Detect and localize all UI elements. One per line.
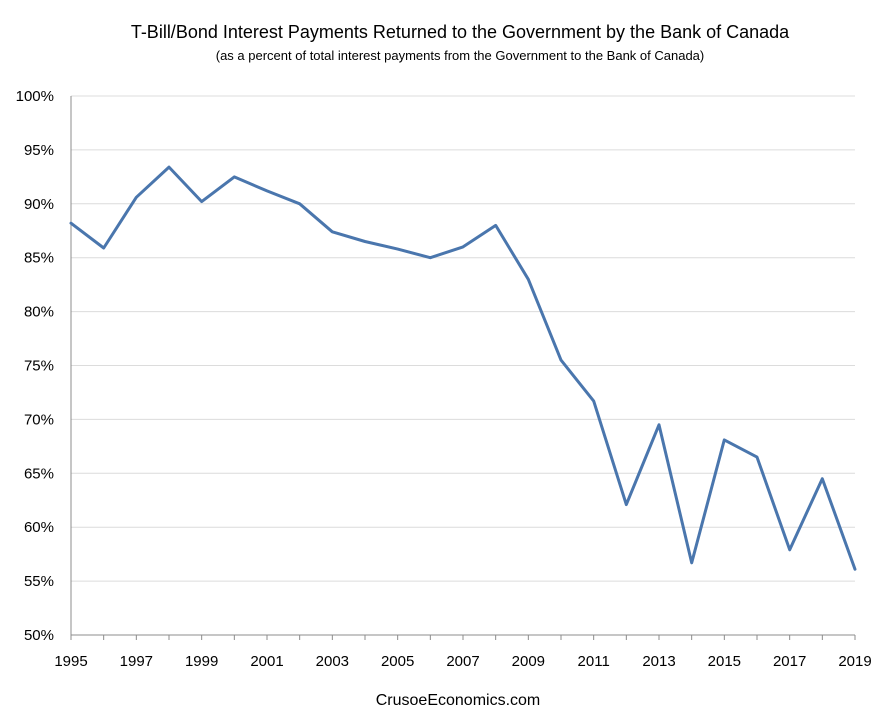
y-tick-labels: 50% 55% 60% 65% 70% 75% 80% 85% 90% 95% 100%	[16, 88, 54, 644]
x-tick-label: 2001	[250, 653, 283, 670]
y-tick-label: 75%	[24, 358, 54, 375]
series-line	[69, 165, 857, 571]
source-label: CrusoeEconomics.com	[376, 692, 541, 709]
chart-title: T-Bill/Bond Interest Payments Returned t…	[131, 22, 790, 42]
y-tick-label: 80%	[24, 304, 54, 321]
x-tick-label: 2017	[773, 653, 806, 670]
x-tick-label: 2013	[642, 653, 675, 670]
x-tick-label: 2007	[446, 653, 479, 670]
x-tick-labels: 1995 1997 1999 2001 2003 2005 2007 2009 2011 2013…	[54, 653, 871, 670]
y-tick-label: 85%	[24, 250, 54, 267]
y-tick-label: 90%	[24, 196, 54, 213]
x-tick-label: 1999	[185, 653, 218, 670]
x-tick-label: 2019	[838, 653, 871, 670]
x-tick-label: 2009	[512, 653, 545, 670]
y-tick-label: 60%	[24, 519, 54, 536]
x-tick-label: 1995	[54, 653, 87, 670]
y-tick-label: 50%	[24, 627, 54, 644]
x-tick-label: 1997	[120, 653, 153, 670]
axes	[70, 96, 856, 640]
y-tick-label: 100%	[16, 88, 54, 105]
gridlines	[71, 95, 855, 582]
series-layer	[69, 165, 857, 571]
x-tick-label: 2003	[316, 653, 349, 670]
y-tick-label: 70%	[24, 411, 54, 428]
x-tick-label: 2011	[578, 653, 610, 670]
y-tick-label: 55%	[24, 573, 54, 590]
x-tick-label: 2005	[381, 653, 414, 670]
y-tick-label: 95%	[24, 142, 54, 159]
chart-subtitle: (as a percent of total interest payments…	[216, 48, 704, 63]
y-tick-label: 65%	[24, 465, 54, 482]
x-tick-label: 2015	[708, 653, 741, 670]
